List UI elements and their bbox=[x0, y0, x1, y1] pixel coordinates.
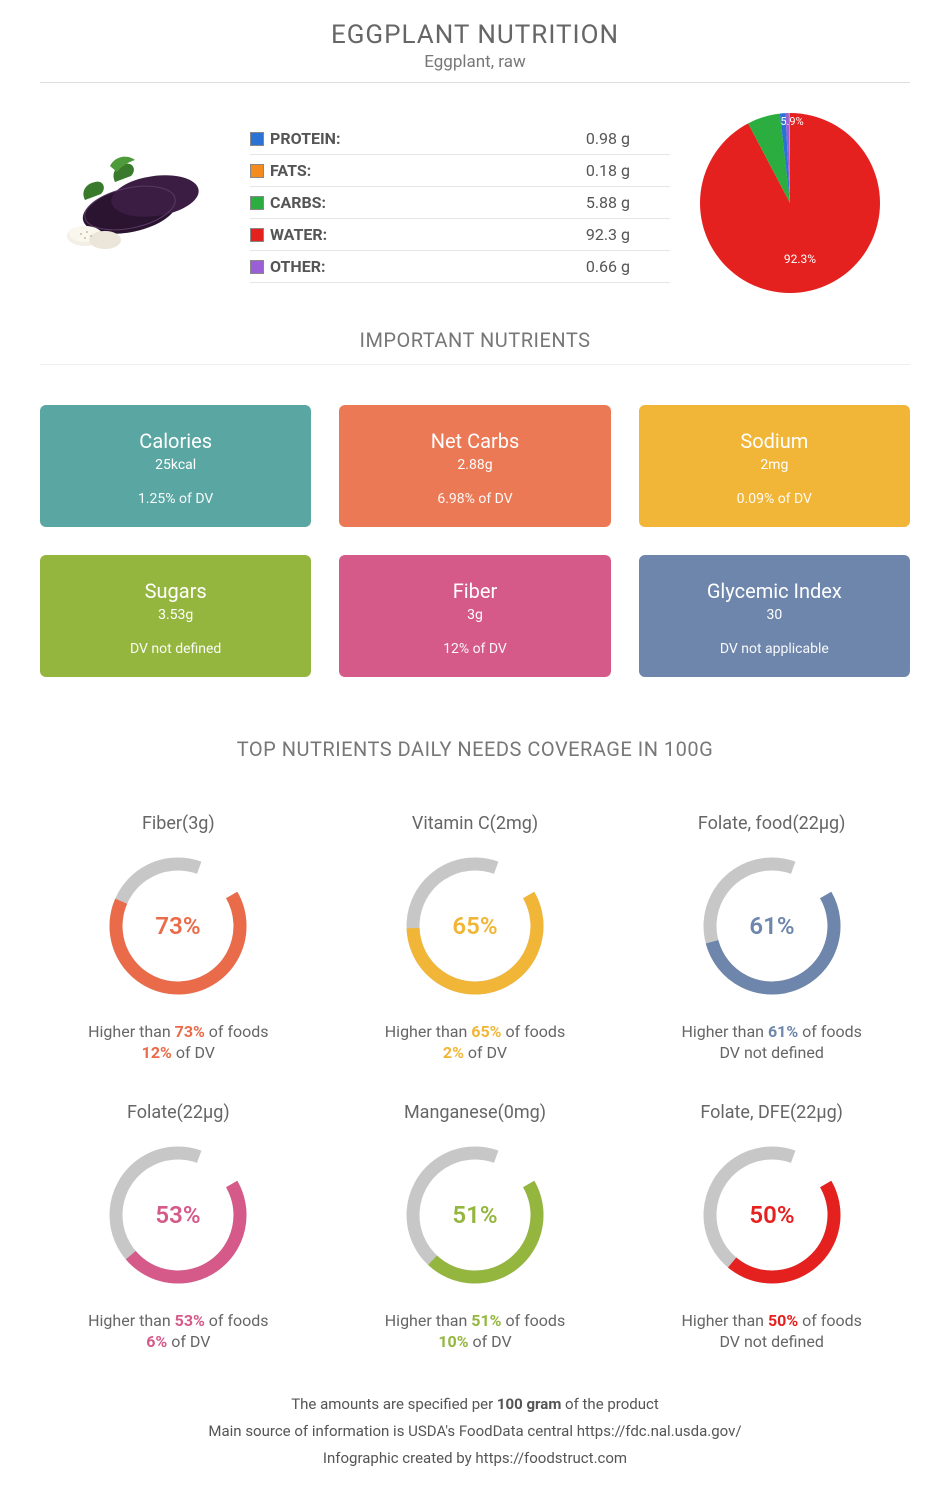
page-title: EGGPLANT NUTRITION bbox=[40, 20, 910, 50]
card-name: Glycemic Index bbox=[649, 579, 900, 603]
page-header: EGGPLANT NUTRITION Eggplant, raw bbox=[40, 20, 910, 83]
card-dv: 12% of DV bbox=[349, 641, 600, 657]
gauge-comparison: Higher than 73% of foods bbox=[40, 1022, 317, 1041]
macro-value: 92.3 g bbox=[586, 225, 670, 244]
gauge-fill bbox=[712, 895, 834, 988]
gauge-comparison: Higher than 61% of foods bbox=[633, 1022, 910, 1041]
macro-value: 0.18 g bbox=[586, 161, 670, 180]
card-value: 3g bbox=[349, 607, 600, 623]
gauge: Folate, DFE(22µg) 50% Higher than 50% of f… bbox=[633, 1102, 910, 1351]
gauge: Folate, food(22µg) 61% Higher than 61% of … bbox=[633, 813, 910, 1062]
nutrient-cards: Calories 25kcal 1.25% of DV Net Carbs 2.88g 6… bbox=[40, 405, 910, 677]
macro-swatch bbox=[250, 260, 264, 274]
card-value: 2mg bbox=[649, 457, 900, 473]
gauge-dv: DV not defined bbox=[633, 1043, 910, 1062]
card-name: Net Carbs bbox=[349, 429, 600, 453]
nutrient-card: Fiber 3g 12% of DV bbox=[339, 555, 610, 677]
gauge-comparison: Higher than 51% of foods bbox=[337, 1311, 614, 1330]
card-dv: 1.25% of DV bbox=[50, 491, 301, 507]
gauge-title: Folate, DFE(22µg) bbox=[633, 1102, 910, 1123]
macro-swatch bbox=[250, 164, 264, 178]
macro-label: OTHER: bbox=[270, 257, 390, 276]
macro-value: 0.98 g bbox=[586, 129, 670, 148]
gauge-percent: 53% bbox=[156, 1201, 201, 1229]
pie-label: 5.9% bbox=[780, 115, 803, 128]
gauge-percent: 50% bbox=[749, 1201, 794, 1229]
card-dv: 0.09% of DV bbox=[649, 491, 900, 507]
gauge-comparison: Higher than 50% of foods bbox=[633, 1311, 910, 1330]
gauge-title: Manganese(0mg) bbox=[337, 1102, 614, 1123]
macro-row: WATER: 92.3 g bbox=[250, 219, 670, 251]
section-gauges-title: TOP NUTRIENTS DAILY NEEDS COVERAGE IN 10… bbox=[40, 737, 910, 773]
footer: The amounts are specified per 100 gram o… bbox=[40, 1391, 910, 1472]
card-value: 25kcal bbox=[50, 457, 301, 473]
macro-swatch bbox=[250, 228, 264, 242]
gauge-dv: DV not defined bbox=[633, 1332, 910, 1351]
card-name: Fiber bbox=[349, 579, 600, 603]
card-value: 3.53g bbox=[50, 607, 301, 623]
gauge-fill bbox=[413, 895, 537, 988]
nutrient-card: Glycemic Index 30 DV not applicable bbox=[639, 555, 910, 677]
nutrient-card: Sodium 2mg 0.09% of DV bbox=[639, 405, 910, 527]
summary-row: PROTEIN: 0.98 g FATS: 0.18 g CARBS: 5.88 g WAT… bbox=[40, 103, 910, 303]
gauge-fill bbox=[732, 1184, 834, 1277]
footer-line-2: Main source of information is USDA's Foo… bbox=[40, 1418, 910, 1445]
composition-pie: 5.9% 92.3% bbox=[690, 103, 910, 303]
card-value: 30 bbox=[649, 607, 900, 623]
gauge-percent: 65% bbox=[452, 912, 497, 940]
gauge-percent: 51% bbox=[452, 1201, 497, 1229]
macro-row: PROTEIN: 0.98 g bbox=[250, 123, 670, 155]
card-value: 2.88g bbox=[349, 457, 600, 473]
gauge-title: Fiber(3g) bbox=[40, 813, 317, 834]
macro-value: 0.66 g bbox=[586, 257, 670, 276]
gauge-title: Folate(22µg) bbox=[40, 1102, 317, 1123]
gauge-title: Folate, food(22µg) bbox=[633, 813, 910, 834]
pie-label: 92.3% bbox=[784, 252, 816, 266]
macro-label: FATS: bbox=[270, 161, 390, 180]
gauge: Folate(22µg) 53% Higher than 53% of foods 6… bbox=[40, 1102, 317, 1351]
nutrient-card: Calories 25kcal 1.25% of DV bbox=[40, 405, 311, 527]
macro-row: CARBS: 5.88 g bbox=[250, 187, 670, 219]
gauge-dv: 10% of DV bbox=[337, 1332, 614, 1351]
gauge-grid: Fiber(3g) 73% Higher than 73% of foods 12% … bbox=[40, 813, 910, 1351]
card-name: Sugars bbox=[50, 579, 301, 603]
section-important-title: IMPORTANT NUTRIENTS bbox=[40, 328, 910, 365]
macro-label: CARBS: bbox=[270, 193, 390, 212]
footer-line-3: Infographic created by https://foodstruc… bbox=[40, 1445, 910, 1472]
gauge-comparison: Higher than 53% of foods bbox=[40, 1311, 317, 1330]
card-dv: DV not defined bbox=[50, 641, 301, 657]
gauge-fill bbox=[131, 1184, 240, 1277]
macro-swatch bbox=[250, 196, 264, 210]
macro-swatch bbox=[250, 132, 264, 146]
gauge-dv: 6% of DV bbox=[40, 1332, 317, 1351]
page-subtitle: Eggplant, raw bbox=[40, 52, 910, 72]
nutrient-card: Sugars 3.53g DV not defined bbox=[40, 555, 311, 677]
nutrient-card: Net Carbs 2.88g 6.98% of DV bbox=[339, 405, 610, 527]
gauge-fill bbox=[433, 1184, 537, 1277]
footer-line-1: The amounts are specified per 100 gram o… bbox=[40, 1391, 910, 1418]
card-name: Sodium bbox=[649, 429, 900, 453]
card-name: Calories bbox=[50, 429, 301, 453]
card-dv: DV not applicable bbox=[649, 641, 900, 657]
card-dv: 6.98% of DV bbox=[349, 491, 600, 507]
gauge-dv: 2% of DV bbox=[337, 1043, 614, 1062]
macro-label: PROTEIN: bbox=[270, 129, 390, 148]
food-image bbox=[40, 133, 230, 273]
gauge: Manganese(0mg) 51% Higher than 51% of food… bbox=[337, 1102, 614, 1351]
gauge-title: Vitamin C(2mg) bbox=[337, 813, 614, 834]
gauge: Fiber(3g) 73% Higher than 73% of foods 12% … bbox=[40, 813, 317, 1062]
macro-row: FATS: 0.18 g bbox=[250, 155, 670, 187]
gauge-percent: 61% bbox=[749, 912, 794, 940]
macro-label: WATER: bbox=[270, 225, 390, 244]
gauge-fill bbox=[116, 895, 240, 988]
gauge-percent: 73% bbox=[156, 912, 201, 940]
macro-row: OTHER: 0.66 g bbox=[250, 251, 670, 283]
macro-value: 5.88 g bbox=[586, 193, 670, 212]
gauge-dv: 12% of DV bbox=[40, 1043, 317, 1062]
gauge-comparison: Higher than 65% of foods bbox=[337, 1022, 614, 1041]
macro-table: PROTEIN: 0.98 g FATS: 0.18 g CARBS: 5.88 g WAT… bbox=[250, 123, 670, 283]
gauge: Vitamin C(2mg) 65% Higher than 65% of food… bbox=[337, 813, 614, 1062]
